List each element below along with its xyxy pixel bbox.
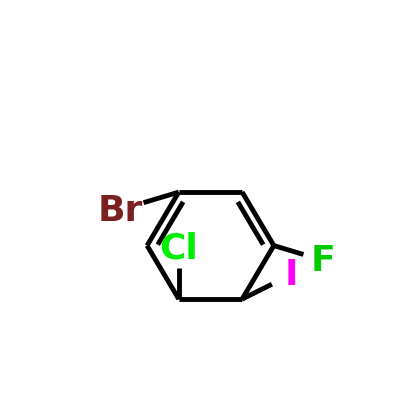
Text: Cl: Cl	[159, 231, 198, 265]
Text: F: F	[311, 244, 335, 278]
Text: I: I	[285, 258, 299, 292]
Text: Br: Br	[97, 193, 142, 227]
